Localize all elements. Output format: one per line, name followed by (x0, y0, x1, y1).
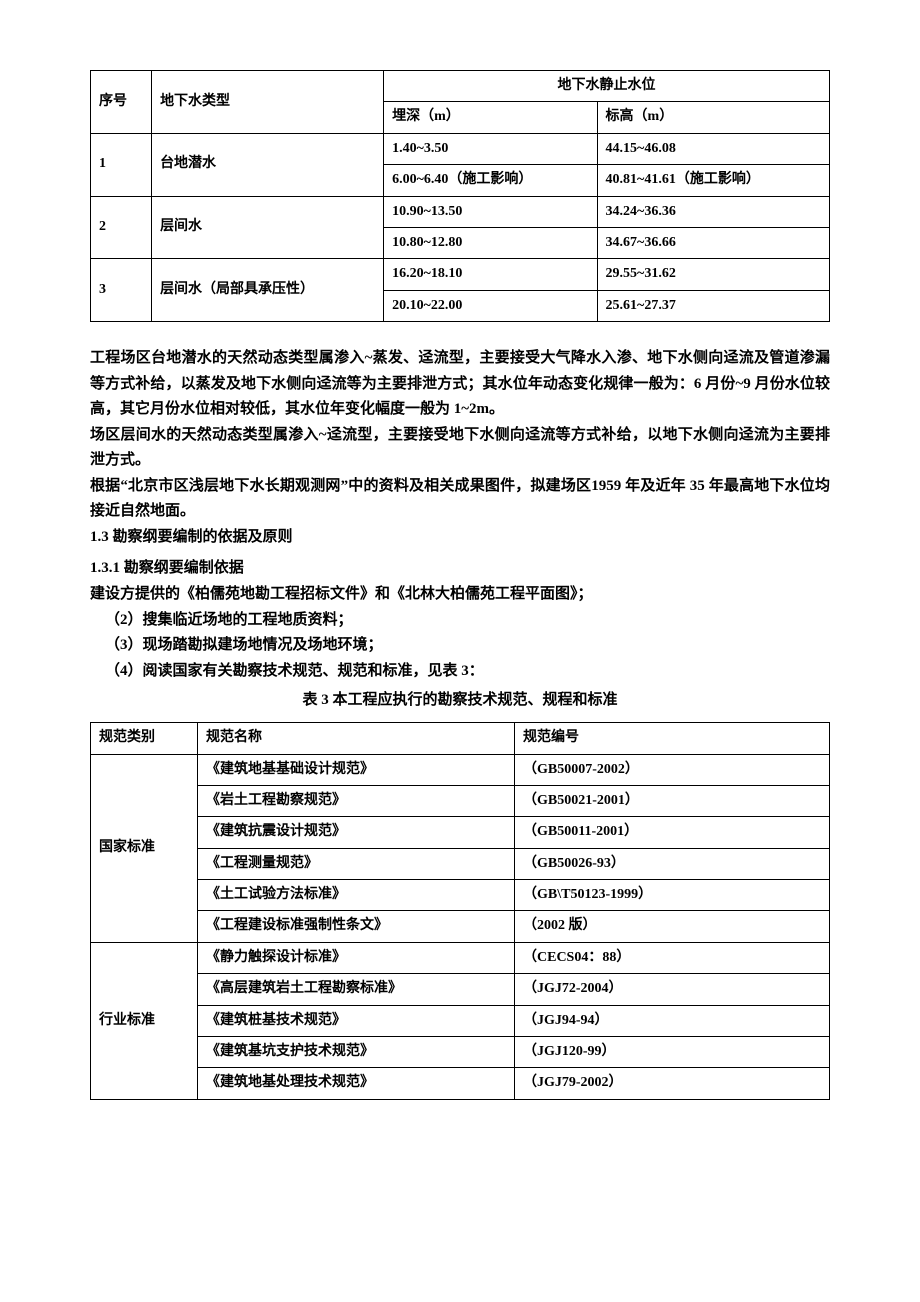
t1-r2-no: 2 (91, 196, 152, 259)
t1-r1-h1: 44.15~46.08 (597, 133, 829, 164)
t2-g1-r2-name: 《建筑抗震设计规范》 (198, 817, 515, 848)
list-item-2: （2）搜集临近场地的工程地质资料； (90, 608, 830, 634)
paragraph-geology-1: 工程场区台地潜水的天然动态类型属渗入~蒸发、迳流型，主要接受大气降水入渗、地下水… (90, 346, 830, 423)
t2-g1-r2-code: （GB50011-2001） (515, 817, 830, 848)
t1-r2-d1: 10.90~13.50 (384, 196, 597, 227)
t2-g2-r2-name: 《建筑桩基技术规范》 (198, 1005, 515, 1036)
t2-g1-r0-code: （GB50007-2002） (515, 754, 830, 785)
t2-g2-r3-name: 《建筑基坑支护技术规范》 (198, 1037, 515, 1068)
t1-r3-type: 层间水（局部具承压性） (152, 259, 384, 322)
t2-g1-r3-code: （GB50026-93） (515, 848, 830, 879)
t1-r2-h2: 34.67~36.66 (597, 227, 829, 258)
t1-r3-h1: 29.55~31.62 (597, 259, 829, 290)
t2-g2-cat: 行业标准 (91, 942, 198, 1099)
t2-g1-r3-name: 《工程测量规范》 (198, 848, 515, 879)
th-depth: 埋深（m） (384, 102, 597, 133)
list-item-3: （3）现场踏勘拟建场地情况及场地环境； (90, 633, 830, 659)
t2-g2-r1-name: 《高层建筑岩土工程勘察标准》 (198, 974, 515, 1005)
standards-table: 规范类别 规范名称 规范编号 国家标准 《建筑地基基础设计规范》 （GB5000… (90, 722, 830, 1100)
t2-g1-cat: 国家标准 (91, 754, 198, 942)
th-elev: 标高（m） (597, 102, 829, 133)
paragraph-geology-3: 根据“北京市区浅层地下水长期观测网”中的资料及相关成果图件，拟建场区1959 年… (90, 474, 830, 525)
section-1-3-1: 1.3.1 勘察纲要编制依据 (90, 556, 830, 580)
t2-g1-r1-name: 《岩土工程勘察规范》 (198, 785, 515, 816)
t1-r1-d1: 1.40~3.50 (384, 133, 597, 164)
list-item-4: （4）阅读国家有关勘察技术规范、规范和标准，见表 3： (90, 659, 830, 685)
t1-r3-h2: 25.61~27.37 (597, 290, 829, 321)
groundwater-table: 序号 地下水类型 地下水静止水位 埋深（m） 标高（m） 1 台地潜水 1.40… (90, 70, 830, 322)
t1-r2-d2: 10.80~12.80 (384, 227, 597, 258)
t2-g2-r4-name: 《建筑地基处理技术规范》 (198, 1068, 515, 1099)
t2-g2-r4-code: （JGJ79-2002） (515, 1068, 830, 1099)
t1-r2-h1: 34.24~36.36 (597, 196, 829, 227)
t1-r3-d1: 16.20~18.10 (384, 259, 597, 290)
th-no: 序号 (91, 71, 152, 134)
t1-r1-d2: 6.00~6.40（施工影响） (384, 165, 597, 196)
t1-r2-type: 层间水 (152, 196, 384, 259)
th-type: 地下水类型 (152, 71, 384, 134)
t2-g1-r5-code: （2002 版） (515, 911, 830, 942)
t2-h1: 规范类别 (91, 723, 198, 754)
t2-g2-r3-code: （JGJ120-99） (515, 1037, 830, 1068)
t2-g2-r2-code: （JGJ94-94） (515, 1005, 830, 1036)
t1-r1-h2: 40.81~41.61（施工影响） (597, 165, 829, 196)
paragraph-basis-1: 建设方提供的《柏儒苑地勘工程招标文件》和《北林大柏儒苑工程平面图》； (90, 582, 830, 608)
section-1-3: 1.3 勘察纲要编制的依据及原则 (90, 525, 830, 551)
t2-g2-r1-code: （JGJ72-2004） (515, 974, 830, 1005)
table3-caption: 表 3 本工程应执行的勘察技术规范、规程和标准 (90, 688, 830, 712)
t2-g1-r5-name: 《工程建设标准强制性条文》 (198, 911, 515, 942)
t2-g1-r1-code: （GB50021-2001） (515, 785, 830, 816)
paragraph-geology-2: 场区层间水的天然动态类型属渗入~迳流型，主要接受地下水侧向迳流等方式补给，以地下… (90, 423, 830, 474)
th-level-span: 地下水静止水位 (384, 71, 830, 102)
t2-g1-r4-name: 《土工试验方法标准》 (198, 880, 515, 911)
t2-g1-r0-name: 《建筑地基基础设计规范》 (198, 754, 515, 785)
t2-h2: 规范名称 (198, 723, 515, 754)
t2-h3: 规范编号 (515, 723, 830, 754)
t1-r1-no: 1 (91, 133, 152, 196)
t1-r1-type: 台地潜水 (152, 133, 384, 196)
t2-g1-r4-code: （GB\T50123-1999） (515, 880, 830, 911)
t1-r3-no: 3 (91, 259, 152, 322)
t2-g2-r0-name: 《静力触探设计标准》 (198, 942, 515, 973)
t1-r3-d2: 20.10~22.00 (384, 290, 597, 321)
t2-g2-r0-code: （CECS04：88） (515, 942, 830, 973)
